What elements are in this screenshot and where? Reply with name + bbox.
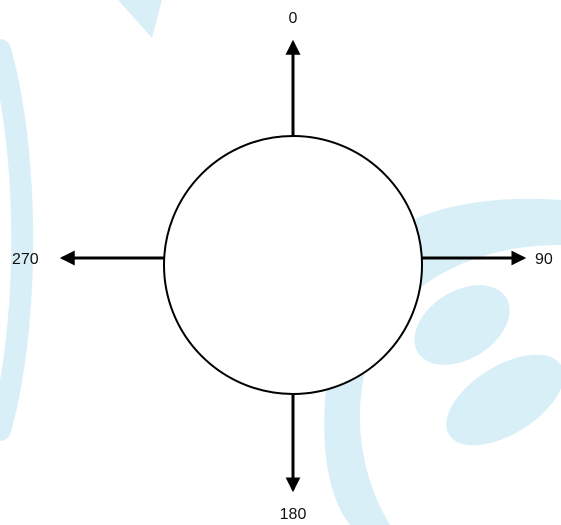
watermark-dot-lower <box>446 354 561 446</box>
watermark-left-arc <box>0 39 34 441</box>
watermark-dot-upper <box>414 285 510 365</box>
label-180: 180 <box>280 506 307 523</box>
compass-circle <box>163 135 423 395</box>
label-0: 0 <box>289 10 298 27</box>
watermark-top-wedge <box>118 0 162 38</box>
label-270: 270 <box>12 251 39 268</box>
label-90: 90 <box>535 251 553 268</box>
